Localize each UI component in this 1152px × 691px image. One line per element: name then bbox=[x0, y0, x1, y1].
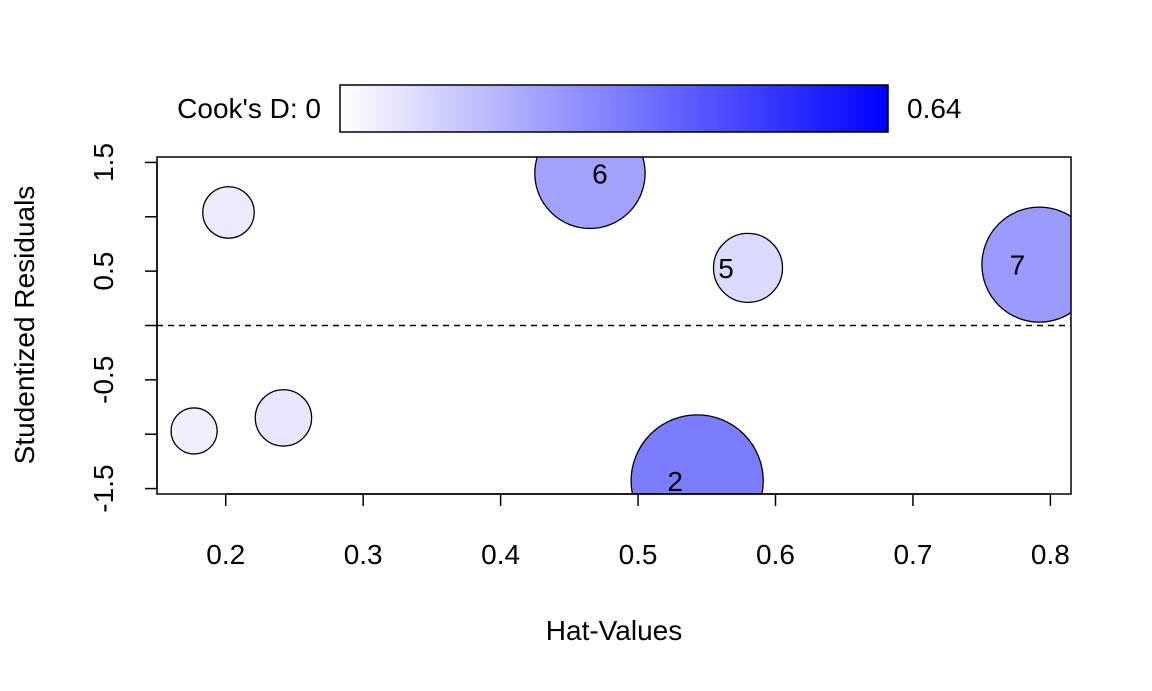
y-tick-label: -0.5 bbox=[88, 356, 119, 404]
legend-min-label: Cook's D: 0 bbox=[177, 93, 321, 124]
x-tick-label: 0.5 bbox=[619, 539, 658, 570]
x-tick-label: 0.7 bbox=[893, 539, 932, 570]
bubble-point-3 bbox=[170, 407, 218, 455]
y-axis: -1.5 -0.5 0.5 1.5 bbox=[88, 143, 158, 513]
bubble-layer bbox=[170, 157, 1071, 494]
x-tick-label: 0.3 bbox=[344, 539, 383, 570]
x-tick-label: 0.2 bbox=[206, 539, 245, 570]
point-label-layer: 5 6 7 2 bbox=[592, 158, 1025, 497]
bubble-point-6 bbox=[534, 157, 646, 230]
y-tick-label: 1.5 bbox=[88, 143, 119, 182]
legend-color-bar-frame bbox=[339, 84, 889, 133]
bubble-point-1 bbox=[202, 186, 255, 239]
point-label-7: 7 bbox=[1010, 250, 1026, 281]
x-axis-title: Hat-Values bbox=[546, 615, 682, 646]
bubble-point-2 bbox=[630, 414, 764, 494]
plot-area: 5 6 7 2 bbox=[156, 156, 1072, 497]
x-axis: 0.2 0.3 0.4 0.5 0.6 0.7 0.8 bbox=[206, 493, 1070, 570]
x-tick-label: 0.8 bbox=[1031, 539, 1070, 570]
point-label-5: 5 bbox=[718, 253, 734, 284]
y-tick-label: 0.5 bbox=[88, 252, 119, 291]
y-tick-label: -1.5 bbox=[88, 464, 119, 512]
cooks-d-legend: Cook's D: 0 0.64 bbox=[177, 84, 962, 133]
legend-color-bar bbox=[340, 85, 888, 132]
legend-max-label: 0.64 bbox=[907, 93, 962, 124]
point-label-2: 2 bbox=[667, 466, 683, 497]
bubble-point-4 bbox=[254, 389, 313, 447]
bubble-point-7 bbox=[981, 206, 1071, 323]
point-label-6: 6 bbox=[592, 158, 608, 189]
y-axis-title: Studentized Residuals bbox=[9, 186, 40, 465]
x-tick-label: 0.6 bbox=[756, 539, 795, 570]
bubble-point-5 bbox=[712, 232, 784, 304]
x-tick-label: 0.4 bbox=[481, 539, 520, 570]
